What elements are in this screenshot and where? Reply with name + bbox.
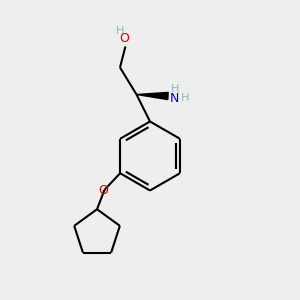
Text: O: O	[98, 184, 108, 197]
Text: H: H	[170, 84, 179, 94]
Text: H: H	[181, 93, 190, 103]
Text: N: N	[170, 92, 179, 105]
Polygon shape	[136, 92, 168, 100]
Text: H: H	[116, 26, 124, 36]
Text: O: O	[120, 32, 129, 46]
